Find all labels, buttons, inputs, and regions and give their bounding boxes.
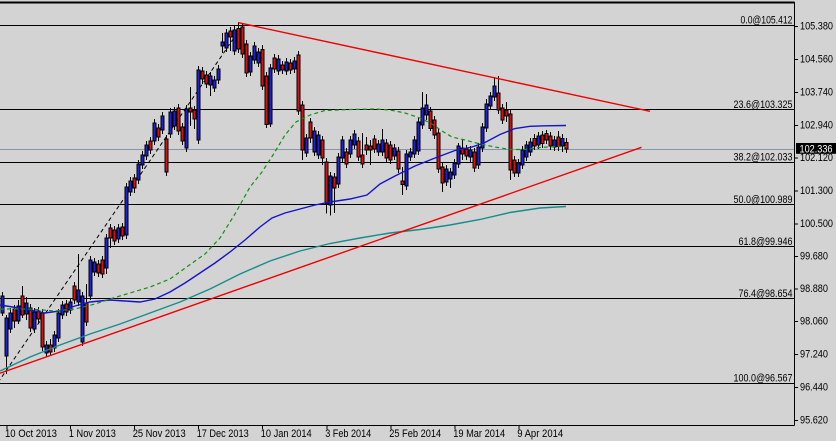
svg-text:50.0@100.989: 50.0@100.989 xyxy=(734,194,793,206)
svg-text:25 Feb 2014: 25 Feb 2014 xyxy=(389,428,441,440)
svg-text:102.120: 102.120 xyxy=(800,152,833,164)
svg-text:102.336: 102.336 xyxy=(800,143,833,155)
svg-text:100.0@96.567: 100.0@96.567 xyxy=(734,373,793,385)
svg-text:102.940: 102.940 xyxy=(800,119,833,131)
svg-text:9 Apr 2014: 9 Apr 2014 xyxy=(517,428,563,440)
svg-text:0.0@105.412: 0.0@105.412 xyxy=(741,15,793,27)
svg-text:96.440: 96.440 xyxy=(800,381,828,393)
svg-text:101.300: 101.300 xyxy=(800,185,833,197)
svg-text:19 Mar 2014: 19 Mar 2014 xyxy=(453,428,505,440)
svg-text:38.2@102.033: 38.2@102.033 xyxy=(734,152,793,164)
svg-text:25 Nov 2013: 25 Nov 2013 xyxy=(133,428,186,440)
svg-text:103.740: 103.740 xyxy=(800,86,833,98)
svg-text:100.500: 100.500 xyxy=(800,218,833,230)
svg-text:105.380: 105.380 xyxy=(800,20,833,32)
svg-text:97.240: 97.240 xyxy=(800,348,828,360)
svg-text:10 Oct 2013: 10 Oct 2013 xyxy=(5,428,57,440)
svg-text:104.560: 104.560 xyxy=(800,53,833,65)
svg-text:23.6@103.325: 23.6@103.325 xyxy=(734,99,793,111)
svg-text:1 Nov 2013: 1 Nov 2013 xyxy=(69,428,116,440)
svg-text:3 Feb 2014: 3 Feb 2014 xyxy=(325,428,371,440)
svg-text:95.620: 95.620 xyxy=(800,414,828,426)
svg-text:61.8@99.946: 61.8@99.946 xyxy=(739,236,793,248)
svg-text:17 Dec 2013: 17 Dec 2013 xyxy=(197,428,249,440)
svg-text:98.880: 98.880 xyxy=(800,283,828,295)
svg-text:99.680: 99.680 xyxy=(800,250,828,262)
svg-text:76.4@98.654: 76.4@98.654 xyxy=(739,288,793,300)
svg-text:98.060: 98.060 xyxy=(800,315,828,327)
svg-text:10 Jan 2014: 10 Jan 2014 xyxy=(261,428,312,440)
